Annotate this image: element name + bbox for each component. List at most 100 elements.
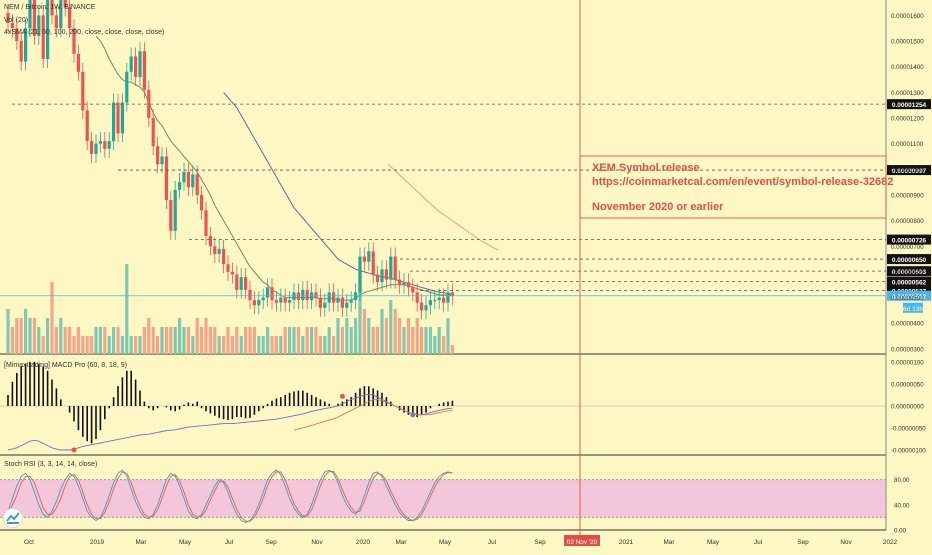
- candle-body: [19, 41, 23, 62]
- candle-body: [314, 292, 318, 298]
- volume-bar: [160, 327, 164, 354]
- candle-body: [362, 256, 366, 262]
- candle-body: [10, 23, 14, 29]
- macd-axis-tick: 0.00000050: [891, 382, 924, 389]
- candle-body: [134, 56, 138, 77]
- price-axis-tick: 0.00000400: [891, 321, 924, 328]
- price-level-tag-text: 0.00000726: [892, 238, 927, 245]
- candle-body: [147, 89, 151, 118]
- volume-bar: [358, 273, 362, 354]
- candle-body: [428, 300, 432, 306]
- volume-bar: [169, 327, 173, 354]
- volume-bar: [68, 327, 72, 354]
- time-axis-tick: May: [707, 539, 720, 546]
- candle-body: [59, 0, 63, 29]
- volume-bar: [116, 327, 120, 354]
- volume-bar: [195, 318, 199, 354]
- candle-body: [195, 174, 199, 195]
- volume-bar: [261, 336, 265, 354]
- candle-body: [28, 0, 32, 29]
- current-price-text: 0.00000507: [892, 294, 927, 301]
- price-axis-tick: 0.00001600: [891, 13, 924, 20]
- volume-bar: [442, 336, 446, 354]
- candle-body: [191, 174, 195, 188]
- candle-body: [24, 28, 28, 62]
- volume-bar: [420, 327, 424, 354]
- volume-bar: [138, 336, 142, 354]
- candle-body: [222, 248, 226, 265]
- candle-body: [376, 274, 380, 283]
- candle-body: [46, 0, 50, 59]
- candle-body: [239, 277, 243, 290]
- volume-bar: [10, 327, 14, 354]
- volume-bar: [318, 336, 322, 354]
- volume-bar: [76, 327, 80, 354]
- annotation-box: [579, 155, 887, 219]
- volume-bar: [437, 327, 441, 354]
- volume-bar: [332, 336, 336, 354]
- candle-body: [283, 297, 287, 303]
- price-axis-tick: 0.00000800: [891, 218, 924, 225]
- price-axis-tick: 0.00001000: [891, 167, 924, 174]
- candle-body: [442, 297, 446, 303]
- volume-bar: [301, 336, 305, 354]
- volume-bar: [433, 336, 437, 354]
- volume-bar: [147, 318, 151, 354]
- volume-bar: [314, 327, 318, 354]
- candle-body: [274, 300, 278, 303]
- volume-bar: [354, 318, 358, 354]
- volume-bar: [230, 336, 234, 354]
- volume-bar: [173, 327, 177, 354]
- candle-body: [204, 210, 208, 236]
- volume-bar: [226, 327, 230, 354]
- candle-body: [340, 297, 344, 308]
- candle-body: [217, 248, 221, 254]
- candle-body: [420, 302, 424, 311]
- sma-50-line: [223, 91, 453, 295]
- time-axis-tick: Jul: [488, 539, 496, 546]
- candle-body: [76, 53, 80, 72]
- candle-body: [32, 0, 36, 36]
- signal-line: [293, 398, 453, 431]
- volume-bar: [134, 336, 138, 354]
- price-level-tag-text: 0.00000650: [892, 257, 927, 264]
- volume-bar: [398, 318, 402, 354]
- sma-indicator-label: 4xSMA (21, 50, 100, 200, close, close, c…: [4, 29, 165, 36]
- candle-body: [446, 292, 450, 303]
- volume-bar: [6, 309, 10, 354]
- macd-cross-dot: [339, 393, 345, 399]
- volume-bar: [345, 318, 349, 354]
- price-axis-tick: 0.00001200: [891, 116, 924, 123]
- volume-bar: [257, 336, 261, 354]
- macd-indicator-label: [Mimaxtrading] MACD Pro (60, 8, 18, 9): [4, 362, 127, 369]
- candle-body: [270, 287, 274, 301]
- candle-body: [68, 7, 72, 29]
- volume-bar: [450, 345, 454, 354]
- price-axis-tick: 0.00001100: [891, 141, 924, 148]
- candle-body: [98, 141, 102, 144]
- volume-bar: [112, 327, 116, 354]
- candle-body: [15, 28, 19, 42]
- candle-body: [437, 297, 441, 301]
- macd-axis-tick: -0.00000050: [891, 426, 926, 433]
- price-level-tag: [887, 99, 931, 110]
- volume-bar: [72, 336, 76, 354]
- stoch-k-line: [7, 469, 453, 523]
- volume-bar: [125, 264, 129, 354]
- candle-body: [81, 71, 85, 111]
- price-level-tag-text: 0.00000603: [892, 269, 927, 276]
- candle-body: [292, 292, 296, 301]
- volume-bar: [41, 336, 45, 354]
- candle-body: [310, 292, 314, 301]
- candle-body: [230, 271, 234, 275]
- price-level-tag-text: 0.00000562: [892, 280, 927, 287]
- time-axis-tick: May: [179, 539, 192, 546]
- tradingview-logo-icon[interactable]: [3, 508, 23, 528]
- price-axis-tick: 0.00001300: [891, 90, 924, 97]
- price-level-tag-text: 0.00001254: [892, 102, 927, 109]
- volume-bar: [50, 282, 54, 354]
- candle-body: [85, 110, 89, 142]
